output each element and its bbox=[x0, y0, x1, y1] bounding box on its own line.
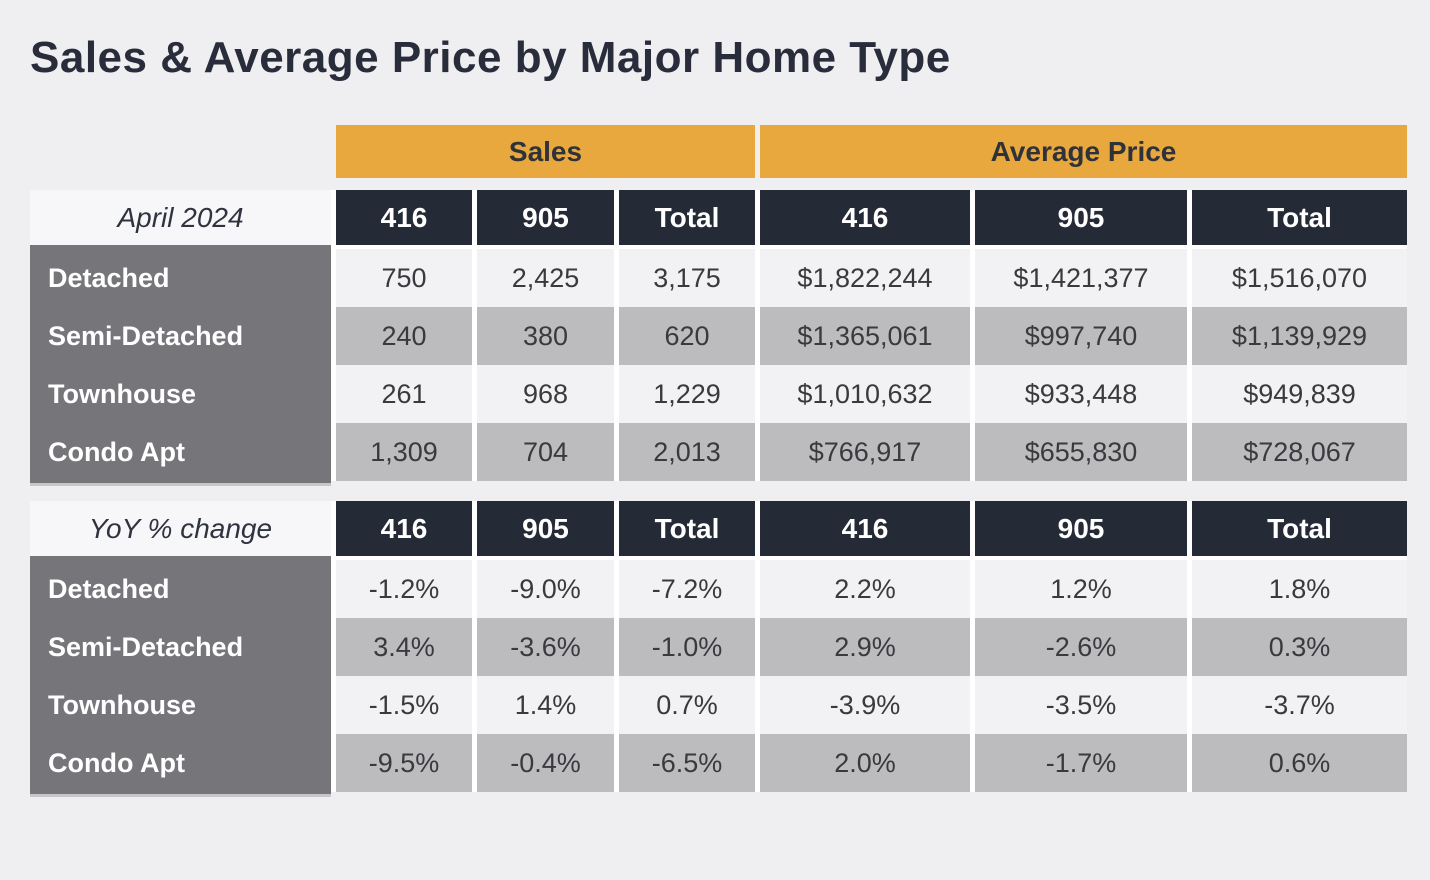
table-cell: 2.9% bbox=[760, 618, 970, 676]
col-header-416-price: 416 bbox=[760, 190, 970, 249]
col-header-416-sales: 416 bbox=[336, 190, 472, 249]
col-header-905-price: 905 bbox=[975, 190, 1187, 249]
table-cell: 1,309 bbox=[336, 423, 472, 481]
table-cell: $1,365,061 bbox=[760, 307, 970, 365]
table-cell: 3,175 bbox=[619, 249, 755, 307]
table-cell: -9.5% bbox=[336, 734, 472, 792]
table-cell: 1.8% bbox=[1192, 560, 1407, 618]
row-label-condo-apt: Condo Apt bbox=[30, 423, 331, 481]
table-cell: -1.5% bbox=[336, 676, 472, 734]
table-cell: -0.4% bbox=[477, 734, 614, 792]
col-header-total-price: Total bbox=[1192, 501, 1407, 560]
col-header-416-price: 416 bbox=[760, 501, 970, 560]
table-cell: $1,516,070 bbox=[1192, 249, 1407, 307]
col-header-total-sales: Total bbox=[619, 501, 755, 560]
table-cell: $1,822,244 bbox=[760, 249, 970, 307]
table-cell: $933,448 bbox=[975, 365, 1187, 423]
table-cell: 380 bbox=[477, 307, 614, 365]
table-cell: 0.7% bbox=[619, 676, 755, 734]
table-cell: 620 bbox=[619, 307, 755, 365]
table-cell: -3.5% bbox=[975, 676, 1187, 734]
table-cell: $1,139,929 bbox=[1192, 307, 1407, 365]
table-cell: 3.4% bbox=[336, 618, 472, 676]
table-cell: 968 bbox=[477, 365, 614, 423]
table-cell: $728,067 bbox=[1192, 423, 1407, 481]
col-header-905-sales: 905 bbox=[477, 190, 614, 249]
table-cell: -1.2% bbox=[336, 560, 472, 618]
table-cell: 2,425 bbox=[477, 249, 614, 307]
page-title: Sales & Average Price by Major Home Type bbox=[30, 33, 951, 82]
report-page: Sales & Average Price by Major Home Type… bbox=[0, 33, 1430, 794]
table-cell: 1.4% bbox=[477, 676, 614, 734]
table-cell: 261 bbox=[336, 365, 472, 423]
table-cell: 0.3% bbox=[1192, 618, 1407, 676]
col-header-total-price: Total bbox=[1192, 190, 1407, 249]
sales-band-header: Sales bbox=[336, 125, 755, 178]
row-label-detached: Detached bbox=[30, 560, 331, 618]
table-cell: -7.2% bbox=[619, 560, 755, 618]
row-label-semi-detached: Semi-Detached bbox=[30, 618, 331, 676]
table-cell: 0.6% bbox=[1192, 734, 1407, 792]
col-header-905-price: 905 bbox=[975, 501, 1187, 560]
row-label-townhouse: Townhouse bbox=[30, 676, 331, 734]
row-label-detached: Detached bbox=[30, 249, 331, 307]
table-cell: -1.7% bbox=[975, 734, 1187, 792]
section-yoy-change: YoY % change 416 905 Total 416 905 Total… bbox=[30, 501, 1407, 794]
col-header-total-sales: Total bbox=[619, 190, 755, 249]
table-cell: -9.0% bbox=[477, 560, 614, 618]
row-label-townhouse: Townhouse bbox=[30, 365, 331, 423]
table-cell: 2,013 bbox=[619, 423, 755, 481]
table-cell: $1,010,632 bbox=[760, 365, 970, 423]
table-cell: 2.2% bbox=[760, 560, 970, 618]
table-cell: $949,839 bbox=[1192, 365, 1407, 423]
table-cell: 240 bbox=[336, 307, 472, 365]
band-header-row: Sales Average Price bbox=[30, 125, 1407, 178]
table-cell: -3.7% bbox=[1192, 676, 1407, 734]
table-cell: -2.6% bbox=[975, 618, 1187, 676]
table-cell: $766,917 bbox=[760, 423, 970, 481]
table-cell: -3.9% bbox=[760, 676, 970, 734]
section-april-2024: April 2024 416 905 Total 416 905 Total D… bbox=[30, 190, 1407, 483]
period-label: April 2024 bbox=[30, 190, 331, 245]
table-cell: 2.0% bbox=[760, 734, 970, 792]
average-price-band-header: Average Price bbox=[760, 125, 1407, 178]
table-cell: -6.5% bbox=[619, 734, 755, 792]
row-label-condo-apt: Condo Apt bbox=[30, 734, 331, 792]
table-cell: 750 bbox=[336, 249, 472, 307]
table-cell: $997,740 bbox=[975, 307, 1187, 365]
table-cell: 1,229 bbox=[619, 365, 755, 423]
table-cell: $1,421,377 bbox=[975, 249, 1187, 307]
col-header-905-sales: 905 bbox=[477, 501, 614, 560]
table-cell: -1.0% bbox=[619, 618, 755, 676]
table-cell: $655,830 bbox=[975, 423, 1187, 481]
col-header-416-sales: 416 bbox=[336, 501, 472, 560]
table-cell: 704 bbox=[477, 423, 614, 481]
table-cell: 1.2% bbox=[975, 560, 1187, 618]
row-label-semi-detached: Semi-Detached bbox=[30, 307, 331, 365]
yoy-label: YoY % change bbox=[30, 501, 331, 556]
table-cell: -3.6% bbox=[477, 618, 614, 676]
